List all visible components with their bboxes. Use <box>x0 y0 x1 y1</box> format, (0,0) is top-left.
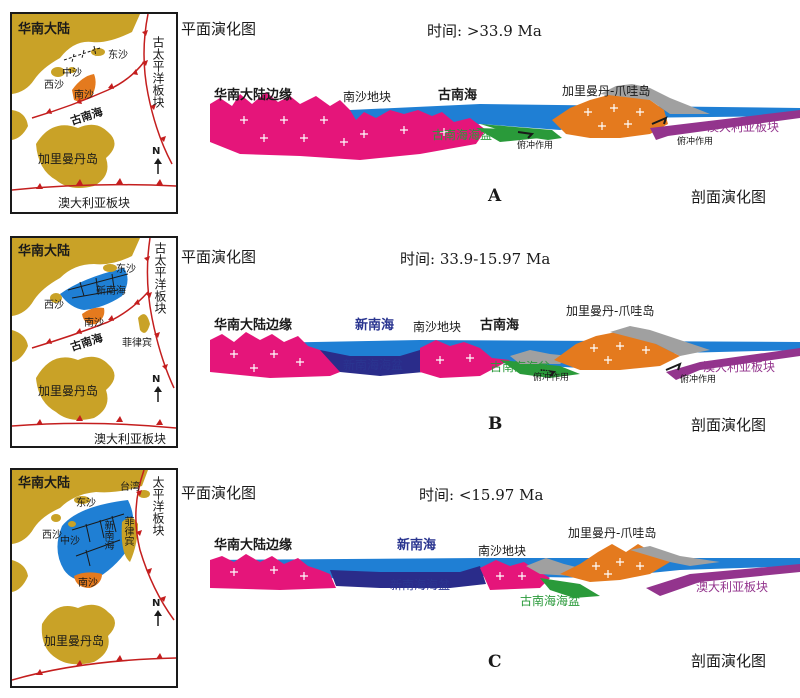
label-australia-plate: 澳大利亚板块 <box>94 432 167 446</box>
plan-title-b: 平面演化图 <box>181 248 257 266</box>
label-dongsha: 东沙 <box>116 264 136 275</box>
label-nansha-block-b: 南沙地块 <box>413 320 462 334</box>
panel-letter-c: C <box>488 652 502 672</box>
label-zhongsha: 中沙 <box>60 536 80 547</box>
pacific-trench <box>143 14 173 165</box>
label-pacific-plate: 太平洋板块 <box>151 476 165 536</box>
label-nansha: 南沙 <box>78 578 98 589</box>
label-margin-b: 华南大陆边缘 <box>214 318 293 333</box>
label-north: N <box>152 146 161 157</box>
label-new-basin-b: 新南海海盆 <box>343 358 404 372</box>
plan-map-b: 华南大陆 东沙 新南海 西沙 南沙 古南海 菲律宾 加里曼丹岛 古太平洋板块 澳… <box>10 236 178 448</box>
plan-map-c: 华南大陆 台湾 东沙 西沙 中沙 新南海 菲律宾 南沙 加里曼丹岛 太平洋板块 … <box>10 468 178 688</box>
label-kalimantan-c: 加里曼丹-爪哇岛 <box>568 526 657 540</box>
section-title-b: 剖面演化图 <box>691 416 767 434</box>
cross-section-b <box>210 326 800 380</box>
south-china-landmass <box>12 14 140 94</box>
plan-title-c: 平面演化图 <box>181 484 257 502</box>
cross-section-a <box>210 84 800 160</box>
continental-crust-a <box>210 92 486 160</box>
label-south-china: 华南大陆 <box>18 22 71 37</box>
panel-b: 华南大陆 东沙 新南海 西沙 南沙 古南海 菲律宾 加里曼丹岛 古太平洋板块 澳… <box>0 230 800 452</box>
label-new-basin-c: 新南海海盆 <box>390 578 451 592</box>
label-australia-c: 澳大利亚板块 <box>696 580 769 594</box>
australia-trench <box>12 183 176 191</box>
australia-slab-c <box>646 564 800 596</box>
label-subduction-b2: 俯冲作用 <box>680 375 717 385</box>
label-subduction-a2: 俯冲作用 <box>677 137 714 147</box>
label-margin-a: 华南大陆边缘 <box>214 88 293 103</box>
label-dongsha: 东沙 <box>108 50 128 61</box>
label-xisha: 西沙 <box>44 80 64 91</box>
label-new-sea-c: 新南海 <box>397 538 437 553</box>
section-title-c: 剖面演化图 <box>691 652 767 670</box>
label-xisha: 西沙 <box>44 300 64 311</box>
panel-letter-a: A <box>488 186 502 206</box>
time-label-a: 时间: >33.9 Ma <box>427 22 542 40</box>
label-south-china: 华南大陆 <box>18 476 71 491</box>
label-zhongsha: 中沙 <box>62 68 82 79</box>
label-proto-basin-c: 古南海海盆 <box>520 594 581 608</box>
north-arrow <box>154 158 162 174</box>
label-kalimantan-a: 加里曼丹-爪哇岛 <box>562 84 651 98</box>
label-australia-a: 澳大利亚板块 <box>707 120 780 134</box>
australia-slab-a <box>650 110 800 140</box>
plan-map-a: 华南大陆 东沙 中沙 西沙 南沙 古南海 加里曼丹岛 古太平洋板块 澳大利亚板块… <box>10 12 178 214</box>
plan-title-a: 平面演化图 <box>181 20 257 38</box>
label-australia-b: 澳大利亚板块 <box>703 360 776 374</box>
label-subduction-a1: 俯冲作用 <box>517 141 554 151</box>
label-subduction-b1: 俯冲作用 <box>533 373 570 383</box>
label-nansha: 南沙 <box>84 318 104 329</box>
label-new-sea: 新南海 <box>96 286 126 297</box>
label-proto-basin-a: 古南海海盆 <box>432 128 493 142</box>
section-title-a: 剖面演化图 <box>691 188 767 206</box>
new-oceanic-crust <box>320 350 424 376</box>
panel-c: 华南大陆 台湾 东沙 西沙 中沙 新南海 菲律宾 南沙 加里曼丹岛 太平洋板块 … <box>0 462 800 698</box>
label-dongsha: 东沙 <box>76 498 96 509</box>
label-kalimantan: 加里曼丹岛 <box>38 384 99 398</box>
label-philippines: 菲律宾 <box>122 516 133 546</box>
label-philippines: 菲律宾 <box>122 338 152 349</box>
label-nansha-block-a: 南沙地块 <box>343 90 392 104</box>
label-xisha: 西沙 <box>42 530 62 541</box>
new-sea-basin-c <box>57 500 134 581</box>
label-nansha-block-c: 南沙地块 <box>478 544 527 558</box>
label-nansha: 南沙 <box>74 90 94 101</box>
cross-section-c <box>210 544 800 598</box>
kalimantan-block-a <box>552 92 668 138</box>
label-north: N <box>152 374 161 385</box>
label-south-china: 华南大陆 <box>18 244 71 259</box>
label-pacific-plate: 古太平洋板块 <box>153 242 167 314</box>
label-proto-sea-b: 古南海 <box>480 318 520 333</box>
dongsha-island <box>91 48 105 56</box>
australia-slab-b <box>666 348 800 380</box>
label-kalimantan: 加里曼丹岛 <box>44 634 105 648</box>
panel-letter-b: B <box>488 414 503 434</box>
label-australia-plate: 澳大利亚板块 <box>58 196 131 210</box>
label-proto-sea-a: 古南海 <box>438 88 478 103</box>
label-pacific-plate: 古太平洋板块 <box>151 36 165 108</box>
time-label-c: 时间: <15.97 Ma <box>419 486 544 504</box>
nansha-block <box>72 74 96 102</box>
label-north: N <box>152 598 161 609</box>
label-new-sea: 新南海 <box>102 520 113 550</box>
label-new-sea-b: 新南海 <box>355 318 395 333</box>
new-oceanic-crust-c <box>330 566 486 588</box>
time-label-b: 时间: 33.9-15.97 Ma <box>400 250 551 268</box>
panel-a: 华南大陆 东沙 中沙 西沙 南沙 古南海 加里曼丹岛 古太平洋板块 澳大利亚板块… <box>0 0 800 222</box>
label-margin-c: 华南大陆边缘 <box>214 538 293 553</box>
label-proto-basin-b: 古南海海盆 <box>490 360 551 374</box>
label-taiwan: 台湾 <box>120 482 140 493</box>
kalimantan-landmass <box>36 124 115 188</box>
label-kalimantan-b: 加里曼丹-爪哇岛 <box>566 304 655 318</box>
label-kalimantan: 加里曼丹岛 <box>38 152 99 166</box>
